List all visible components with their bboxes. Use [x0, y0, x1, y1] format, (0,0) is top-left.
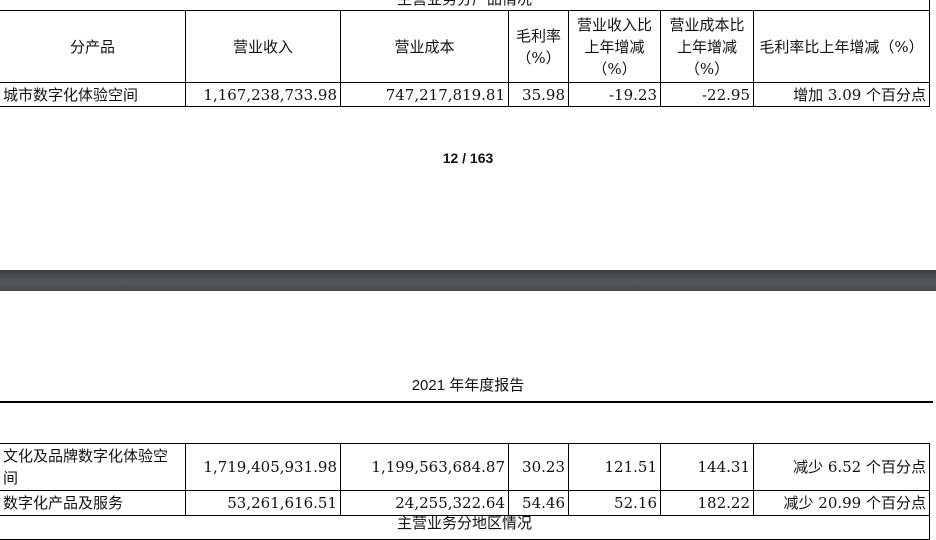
cell-margin-change: 减少 6.52 个百分点	[753, 443, 930, 491]
header-cell: 营业收入	[185, 10, 341, 83]
cell-revenue-change: -19.23	[568, 82, 661, 107]
header-cell: 毛利率比上年增减（%）	[752, 10, 931, 83]
cell-cost: 24,255,322.64	[340, 490, 509, 516]
cell-cost-change: -22.95	[660, 82, 754, 107]
cell-cost-change: 182.22	[660, 490, 754, 516]
header-row: 分产品 营业收入 营业成本 毛利率（%） 营业收入比上年增减（%） 营业成本比上…	[0, 10, 931, 83]
cell-revenue: 1,167,238,733.98	[185, 82, 341, 107]
page-indicator: 12 / 163	[442, 150, 494, 166]
table-row: 数字化产品及服务 53,261,616.51 24,255,322.64 54.…	[0, 490, 930, 516]
table-row: 城市数字化体验空间 1,167,238,733.98 747,217,819.8…	[0, 82, 931, 107]
product-table-top: 主营业务分产品情况 分产品 营业收入 营业成本 毛利率（%） 营业收入比上年增减…	[0, 0, 931, 107]
cell-cost: 1,199,563,684.87	[340, 443, 509, 491]
cell-margin-change: 增加 3.09 个百分点	[752, 82, 931, 107]
cell-margin-change: 减少 20.99 个百分点	[753, 490, 930, 516]
header-cell: 营业收入比上年增减（%）	[568, 10, 661, 83]
table-title: 主营业务分产品情况	[0, 0, 931, 11]
cell-product: 文化及品牌数字化体验空间	[0, 443, 186, 491]
header-cell: 分产品	[0, 10, 186, 83]
header-cell: 毛利率（%）	[508, 10, 569, 83]
header-cell: 营业成本比上年增减（%）	[660, 10, 754, 83]
cell-cost-change: 144.31	[660, 443, 754, 491]
page-gap	[0, 270, 936, 291]
cell-revenue: 1,719,405,931.98	[185, 443, 341, 491]
header-rule	[0, 401, 933, 403]
cell-revenue-change: 52.16	[568, 490, 661, 516]
page-header: 2021 年年度报告	[411, 377, 525, 394]
cell-revenue-change: 121.51	[568, 443, 661, 491]
cell-margin: 30.23	[508, 443, 569, 491]
header-cell: 营业成本	[340, 10, 509, 83]
cell-margin: 35.98	[508, 82, 569, 107]
table-row: 文化及品牌数字化体验空间 1,719,405,931.98 1,199,563,…	[0, 443, 930, 491]
product-table-bottom: 文化及品牌数字化体验空间 1,719,405,931.98 1,199,563,…	[0, 443, 930, 540]
cell-product: 城市数字化体验空间	[0, 82, 186, 107]
cell-cost: 747,217,819.81	[340, 82, 509, 107]
cell-revenue: 53,261,616.51	[185, 490, 341, 516]
cell-margin: 54.46	[508, 490, 569, 516]
next-table-title: 主营业务分地区情况	[0, 515, 930, 540]
cell-product: 数字化产品及服务	[0, 490, 186, 516]
